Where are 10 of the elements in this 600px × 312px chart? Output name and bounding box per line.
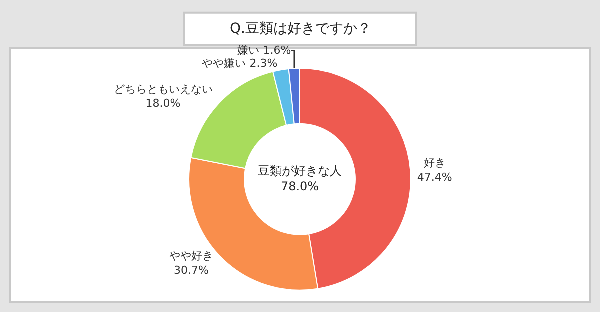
data-label: 47.4%	[417, 170, 452, 184]
data-label: 18.0%	[146, 97, 181, 110]
data-label: 30.7%	[174, 264, 209, 277]
slice-label: 好き	[424, 156, 446, 170]
slice-label: やや嫌い 2.3%	[202, 57, 278, 70]
chart-title: Q.豆類は好きですか？	[230, 21, 372, 37]
slice-label: 嫌い 1.6%	[238, 44, 292, 58]
slice-label: やや好き	[169, 250, 214, 263]
slice-label: どちらともいえない	[114, 82, 213, 96]
text: 豆類が好きな人 78.0%	[258, 164, 342, 194]
